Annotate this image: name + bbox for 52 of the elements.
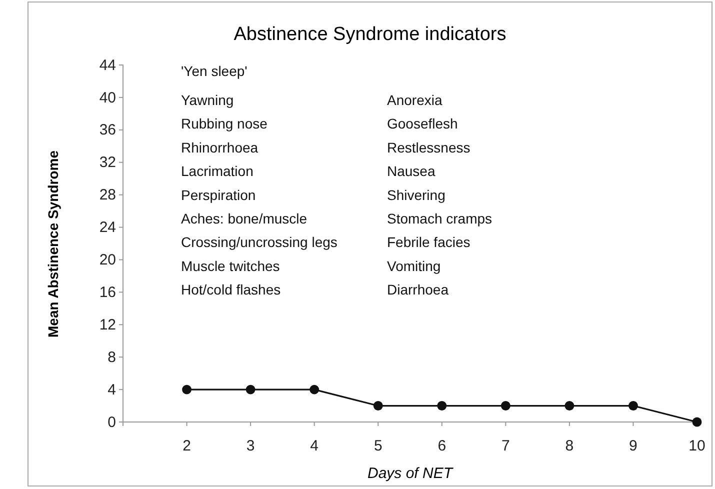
point [500,401,510,410]
annotation: Restlessness [387,139,470,156]
annotation: Nausea [387,163,436,180]
x-tick-label: 4 [310,438,319,455]
y-tick-label: 20 [99,252,116,269]
y-tick-label: 16 [99,284,116,301]
x-tick-label: 9 [629,438,638,455]
chart-title: Abstinence Syndrome indicators [234,24,506,45]
annotation: Vomiting [387,258,441,274]
point [692,417,702,427]
y-tick-label: 8 [108,348,116,366]
y-tick-label: 0 [108,414,116,431]
annotation: Diarrhoea [387,282,449,298]
annotation: Gooseflesh [387,116,458,132]
y-tick-label: 32 [99,154,116,172]
y-tick-label: 44 [99,56,116,74]
annotation: Muscle twitches [181,258,280,274]
y-tick-label: 4 [108,381,116,398]
point [564,401,574,410]
annotation: Yawning [181,92,234,108]
annotation: Stomach cramps [387,210,492,226]
y-axis-title: Mean Abstinence Syndrome [45,150,61,338]
annotation: Anorexia [387,92,442,108]
annotation: Shivering [387,186,446,203]
point [182,384,192,394]
annotation: Perspiration [181,186,256,203]
point [628,401,638,410]
y-tick-label: 36 [99,122,116,139]
x-tick-label: 5 [374,438,382,455]
x-tick-label: 2 [182,438,191,455]
point [373,401,383,410]
x-axis-title: Days of NET [367,465,454,482]
annotation: Aches: bone/muscle [181,210,308,226]
y-tick-label: 40 [99,89,116,106]
annotation: Crossing/uncrossing legs [181,234,338,250]
y-tick-label: 28 [99,186,116,204]
annotation: Hot/cold flashes [181,282,281,298]
annotation: Rhinorrhoea [181,139,258,156]
x-tick-label: 8 [565,438,574,455]
annotation: Rubbing nose [181,116,268,132]
annotation: Lacrimation [181,163,254,180]
x-tick-label: 6 [438,438,446,455]
y-tick-label: 12 [99,316,116,334]
y-tick-label: 24 [99,219,116,236]
x-tick-label: 7 [501,438,510,455]
x-tick-label: 10 [688,438,706,455]
point [437,401,447,410]
annotation: 'Yen sleep' [181,63,248,79]
point [310,384,320,394]
x-tick-label: 3 [246,438,255,455]
point [246,384,256,394]
annotation: Febrile facies [387,234,470,250]
